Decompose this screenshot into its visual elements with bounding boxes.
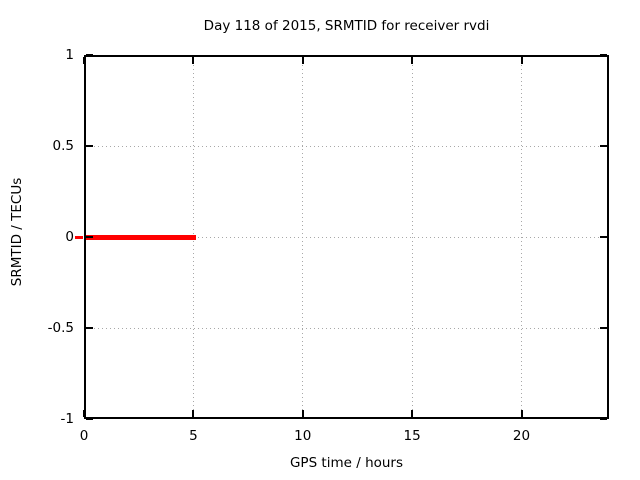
y-gridline: [86, 145, 607, 147]
y-tick-mark: [600, 236, 607, 238]
y-tick-mark: [86, 327, 93, 329]
x-tick-label: 0: [79, 428, 89, 444]
x-tick-mark: [520, 57, 523, 64]
y-tick-label: -1: [60, 411, 74, 427]
y-tick-mark: [86, 145, 93, 147]
y-gridline: [86, 236, 607, 238]
x-tick-mark: [520, 410, 523, 417]
x-tick-label: 15: [403, 428, 421, 444]
x-tick-mark: [192, 57, 195, 64]
plot-area: [75, 54, 609, 420]
x-tick-label: 5: [189, 428, 198, 444]
y-tick-mark: [86, 54, 93, 56]
y-tick-mark: [600, 145, 607, 147]
x-axis-label: GPS time / hours: [289, 455, 404, 471]
series-line-srmtid: [86, 234, 196, 240]
y-tick-mark: [86, 418, 93, 420]
x-tick-mark: [192, 410, 195, 417]
x-tick-mark: [301, 57, 304, 64]
x-tick-mark: [301, 410, 304, 417]
chart-title: Day 118 of 2015, SRMTID for receiver rvd…: [203, 18, 490, 34]
y-tick-mark: [86, 236, 93, 238]
x-tick-label: 10: [294, 428, 312, 444]
y-tick-mark: [600, 418, 607, 420]
series-axis-nub: [75, 235, 83, 239]
x-tick-label: 20: [512, 428, 531, 444]
y-tick-mark: [600, 54, 607, 56]
y-tick-mark: [600, 327, 607, 329]
x-tick-mark: [411, 410, 414, 417]
x-tick-mark: [83, 57, 85, 64]
y-tick-label: 1: [65, 47, 74, 63]
y-tick-label: 0.5: [52, 138, 74, 154]
y-tick-label: 0: [65, 229, 74, 245]
x-tick-mark: [83, 410, 85, 417]
x-tick-mark: [411, 57, 414, 64]
y-tick-label: -0.5: [47, 320, 74, 336]
y-gridline: [86, 327, 607, 329]
